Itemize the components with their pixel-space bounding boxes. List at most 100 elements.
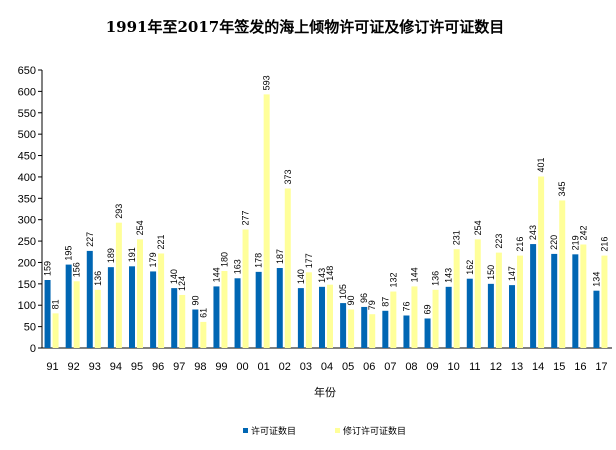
bar [263, 94, 270, 348]
bar [327, 284, 333, 348]
data-label: 69 [423, 304, 433, 314]
y-tick-label: 300 [18, 215, 36, 227]
y-tick-label: 400 [18, 172, 36, 184]
data-label: 189 [106, 248, 116, 263]
data-label: 144 [211, 267, 221, 282]
data-label: 231 [452, 230, 462, 245]
x-tick-label: 08 [405, 361, 417, 373]
x-tick-label: 01 [258, 361, 270, 373]
bar [137, 239, 143, 348]
x-tick-label: 98 [194, 361, 206, 373]
bar [474, 239, 481, 348]
data-label: 227 [85, 232, 95, 247]
data-label: 187 [275, 249, 285, 264]
x-tick-label: 16 [574, 361, 586, 373]
bar [495, 252, 502, 348]
bar [284, 188, 291, 348]
bar [115, 222, 122, 348]
data-label: 254 [135, 220, 145, 235]
bar [242, 229, 249, 348]
x-tick-label: 97 [173, 361, 185, 373]
data-label: 163 [233, 259, 243, 274]
bar [192, 309, 199, 348]
data-label: 593 [262, 75, 272, 90]
x-tick-label: 11 [469, 361, 480, 373]
bar [158, 253, 165, 348]
x-tick-label: 00 [236, 361, 248, 373]
bar [487, 283, 494, 348]
data-label: 401 [536, 157, 546, 172]
data-label: 140 [296, 269, 306, 284]
bar [466, 278, 473, 348]
bar [221, 271, 228, 348]
y-axis: 0 50 100 150 200 250 300 350 400 450 500 550 600 650 [18, 65, 43, 355]
data-label: 162 [465, 260, 475, 275]
bar [319, 286, 325, 348]
x-tick-label: 09 [426, 361, 438, 373]
bar [234, 278, 241, 348]
x-tick-label: 07 [384, 361, 396, 373]
data-label: 243 [528, 225, 538, 240]
x-tick-label: 94 [110, 361, 122, 373]
data-label: 90 [190, 295, 200, 305]
bar [382, 310, 389, 348]
bar [340, 303, 347, 348]
legend-label-revised: 修订许可证数目 [343, 425, 406, 437]
y-tick-label: 100 [18, 300, 36, 312]
data-label: 254 [473, 220, 483, 235]
data-label: 147 [507, 266, 517, 281]
y-tick-label: 200 [18, 257, 36, 269]
bar [390, 291, 397, 348]
x-tick-label: 14 [532, 361, 544, 373]
chart-title: 1991年至2017年签发的海上倾物许可证及修订许可证数目 [106, 18, 505, 36]
bar [580, 244, 587, 348]
data-label: 277 [241, 210, 251, 225]
bar [509, 285, 515, 348]
bar [445, 286, 452, 348]
data-label: 223 [494, 234, 504, 249]
data-label: 219 [570, 235, 580, 250]
bar [213, 286, 220, 348]
bar [593, 290, 600, 348]
data-label: 191 [127, 247, 137, 262]
bar [551, 253, 558, 348]
bar [94, 289, 101, 348]
data-label: 143 [317, 268, 327, 283]
data-label: 132 [388, 273, 398, 288]
x-tick-label: 92 [68, 361, 80, 373]
bar [150, 271, 157, 348]
data-label: 150 [486, 265, 496, 280]
data-label: 144 [409, 267, 419, 282]
bar [559, 200, 566, 348]
data-label: 216 [515, 237, 525, 252]
bar [432, 289, 439, 348]
x-tick-label: 06 [363, 361, 375, 373]
bar [361, 306, 368, 348]
data-label: 105 [338, 284, 348, 299]
x-tick-label: 02 [279, 361, 291, 373]
bar [424, 318, 431, 348]
data-label: 242 [578, 225, 588, 240]
bar [538, 176, 545, 348]
bar [572, 254, 579, 348]
y-tick-label: 550 [18, 108, 36, 120]
data-label: 124 [177, 276, 187, 291]
x-tick-label: 91 [46, 361, 58, 373]
data-label: 143 [444, 268, 454, 283]
data-label: 134 [591, 272, 601, 287]
bar [601, 255, 608, 348]
y-tick-label: 500 [18, 129, 36, 141]
bar [369, 314, 376, 348]
data-label: 178 [254, 253, 264, 268]
bar [200, 321, 207, 348]
data-label: 81 [51, 299, 61, 309]
x-axis-label: 年份 [314, 385, 336, 399]
bar [44, 279, 51, 348]
y-tick-label: 450 [18, 151, 36, 163]
bar [86, 250, 93, 348]
y-tick-label: 350 [18, 193, 36, 205]
y-tick-label: 50 [24, 322, 36, 334]
data-label: 195 [64, 246, 74, 261]
data-label: 221 [156, 234, 166, 249]
